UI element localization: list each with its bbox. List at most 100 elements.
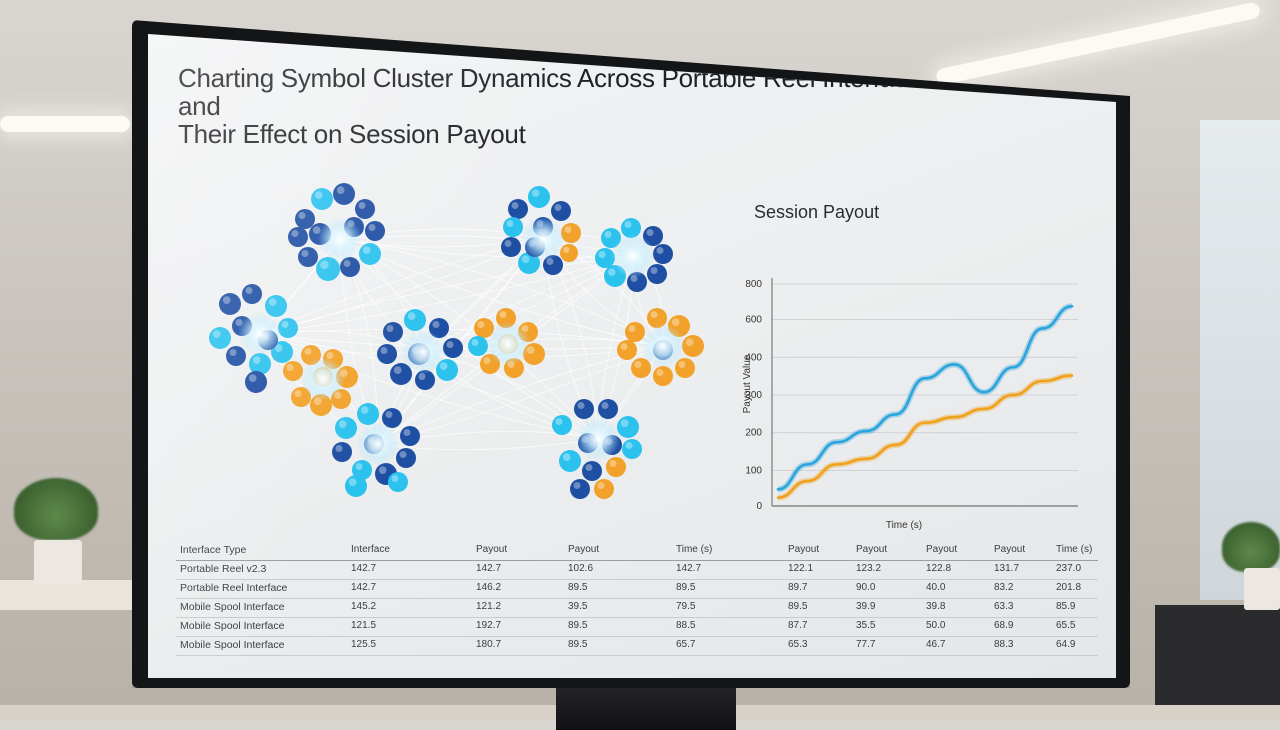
table-cell: 77.7: [856, 639, 875, 650]
node-highlight: [287, 364, 294, 371]
node-highlight: [386, 411, 393, 418]
node-highlight: [484, 357, 491, 364]
cluster-node: [333, 183, 355, 205]
cluster-e: [283, 345, 358, 416]
cluster-node: [582, 461, 602, 481]
symbol-cluster-network: [148, 34, 708, 524]
node-highlight: [512, 202, 519, 209]
node-highlight: [507, 220, 514, 227]
table-cell: 201.8: [1056, 582, 1081, 593]
node-highlight: [651, 267, 658, 274]
cluster-node: [359, 243, 381, 265]
cluster-node: [377, 344, 397, 364]
cluster-node: [594, 479, 614, 499]
cluster-h: [617, 308, 704, 386]
node-highlight: [626, 442, 633, 449]
cluster-b: [501, 186, 581, 275]
cluster-node: [383, 322, 403, 342]
node-highlight: [598, 482, 605, 489]
series-line-1: [778, 306, 1072, 489]
cluster-c: [595, 218, 673, 292]
node-highlight: [565, 226, 572, 233]
table-cell: 89.5: [568, 582, 587, 593]
node-highlight: [223, 296, 231, 304]
node-highlight: [472, 339, 479, 346]
table-cell: Portable Reel Interface: [180, 582, 287, 594]
table-cell: 121.5: [351, 620, 376, 631]
node-highlight: [610, 460, 617, 467]
cluster-node: [551, 201, 571, 221]
node-highlight: [292, 230, 299, 237]
cluster-glow: [318, 217, 362, 261]
table-cell: Mobile Spool Interface: [180, 639, 284, 651]
cluster-node: [311, 188, 333, 210]
node-highlight: [500, 311, 507, 318]
table-cell: 121.2: [476, 601, 501, 612]
node-highlight: [657, 369, 664, 376]
x-axis-label: Time (s): [886, 520, 922, 531]
cluster-node: [404, 309, 426, 331]
node-highlight: [349, 478, 357, 486]
node-highlight: [249, 374, 257, 382]
ceiling-light-left: [0, 116, 130, 132]
cluster-node: [617, 340, 637, 360]
cluster-node: [345, 475, 367, 497]
cluster-glow: [641, 324, 685, 368]
table-cell: 146.2: [476, 582, 501, 593]
table-cell: 39.9: [856, 601, 875, 612]
table-cell: 83.2: [994, 582, 1013, 593]
node-highlight: [556, 418, 563, 425]
table-cell: 90.0: [856, 582, 875, 593]
node-highlight: [315, 191, 323, 199]
node-highlight: [635, 361, 642, 368]
table-cell: 89.7: [788, 582, 807, 593]
table-header-cell: Payout: [788, 544, 819, 555]
table-cell: 35.5: [856, 620, 875, 631]
table-header-cell: Payout: [926, 544, 957, 555]
table-cell: 88.5: [676, 620, 695, 631]
cluster-node: [625, 322, 645, 342]
y-tick-label: 300: [745, 390, 762, 401]
table-header-cell: Time (s): [676, 544, 712, 555]
table-cell: 85.9: [1056, 601, 1075, 612]
table-cell: 68.9: [994, 620, 1013, 631]
table-cell: 145.2: [351, 601, 376, 612]
table-cell: 192.7: [476, 620, 501, 631]
cluster-node: [332, 442, 352, 462]
table-cell: Portable Reel v2.3: [180, 563, 266, 575]
node-highlight: [608, 268, 616, 276]
node-highlight: [299, 212, 306, 219]
cluster-f: [377, 309, 463, 390]
cluster-glow: [356, 422, 400, 466]
node-highlight: [246, 287, 253, 294]
cluster-node: [283, 361, 303, 381]
node-highlight: [253, 356, 261, 364]
node-highlight: [361, 406, 369, 414]
table-cell: 89.5: [568, 620, 587, 631]
cluster-node: [245, 371, 267, 393]
node-highlight: [213, 330, 221, 338]
cluster-glow: [521, 217, 565, 261]
table-cell: 125.5: [351, 639, 376, 650]
cluster-node: [528, 186, 550, 208]
table-header-cell: Time (s): [1056, 544, 1092, 555]
cluster-node: [443, 338, 463, 358]
node-highlight: [657, 247, 664, 254]
table-header-cell: Payout: [994, 544, 1025, 555]
table-cell: 65.5: [1056, 620, 1075, 631]
node-highlight: [295, 390, 302, 397]
node-highlight: [563, 453, 571, 461]
node-highlight: [574, 482, 581, 489]
node-highlight: [282, 321, 289, 328]
chart-title: Session Payout: [754, 202, 879, 223]
background-shelf-right: [1155, 605, 1280, 720]
table-cell: 46.7: [926, 639, 945, 650]
cluster-node: [209, 327, 231, 349]
node-highlight: [269, 298, 277, 306]
cluster-node: [598, 399, 618, 419]
table-cell: 40.0: [926, 582, 945, 593]
table-cell: 142.7: [351, 563, 376, 574]
cluster-i: [332, 403, 420, 497]
